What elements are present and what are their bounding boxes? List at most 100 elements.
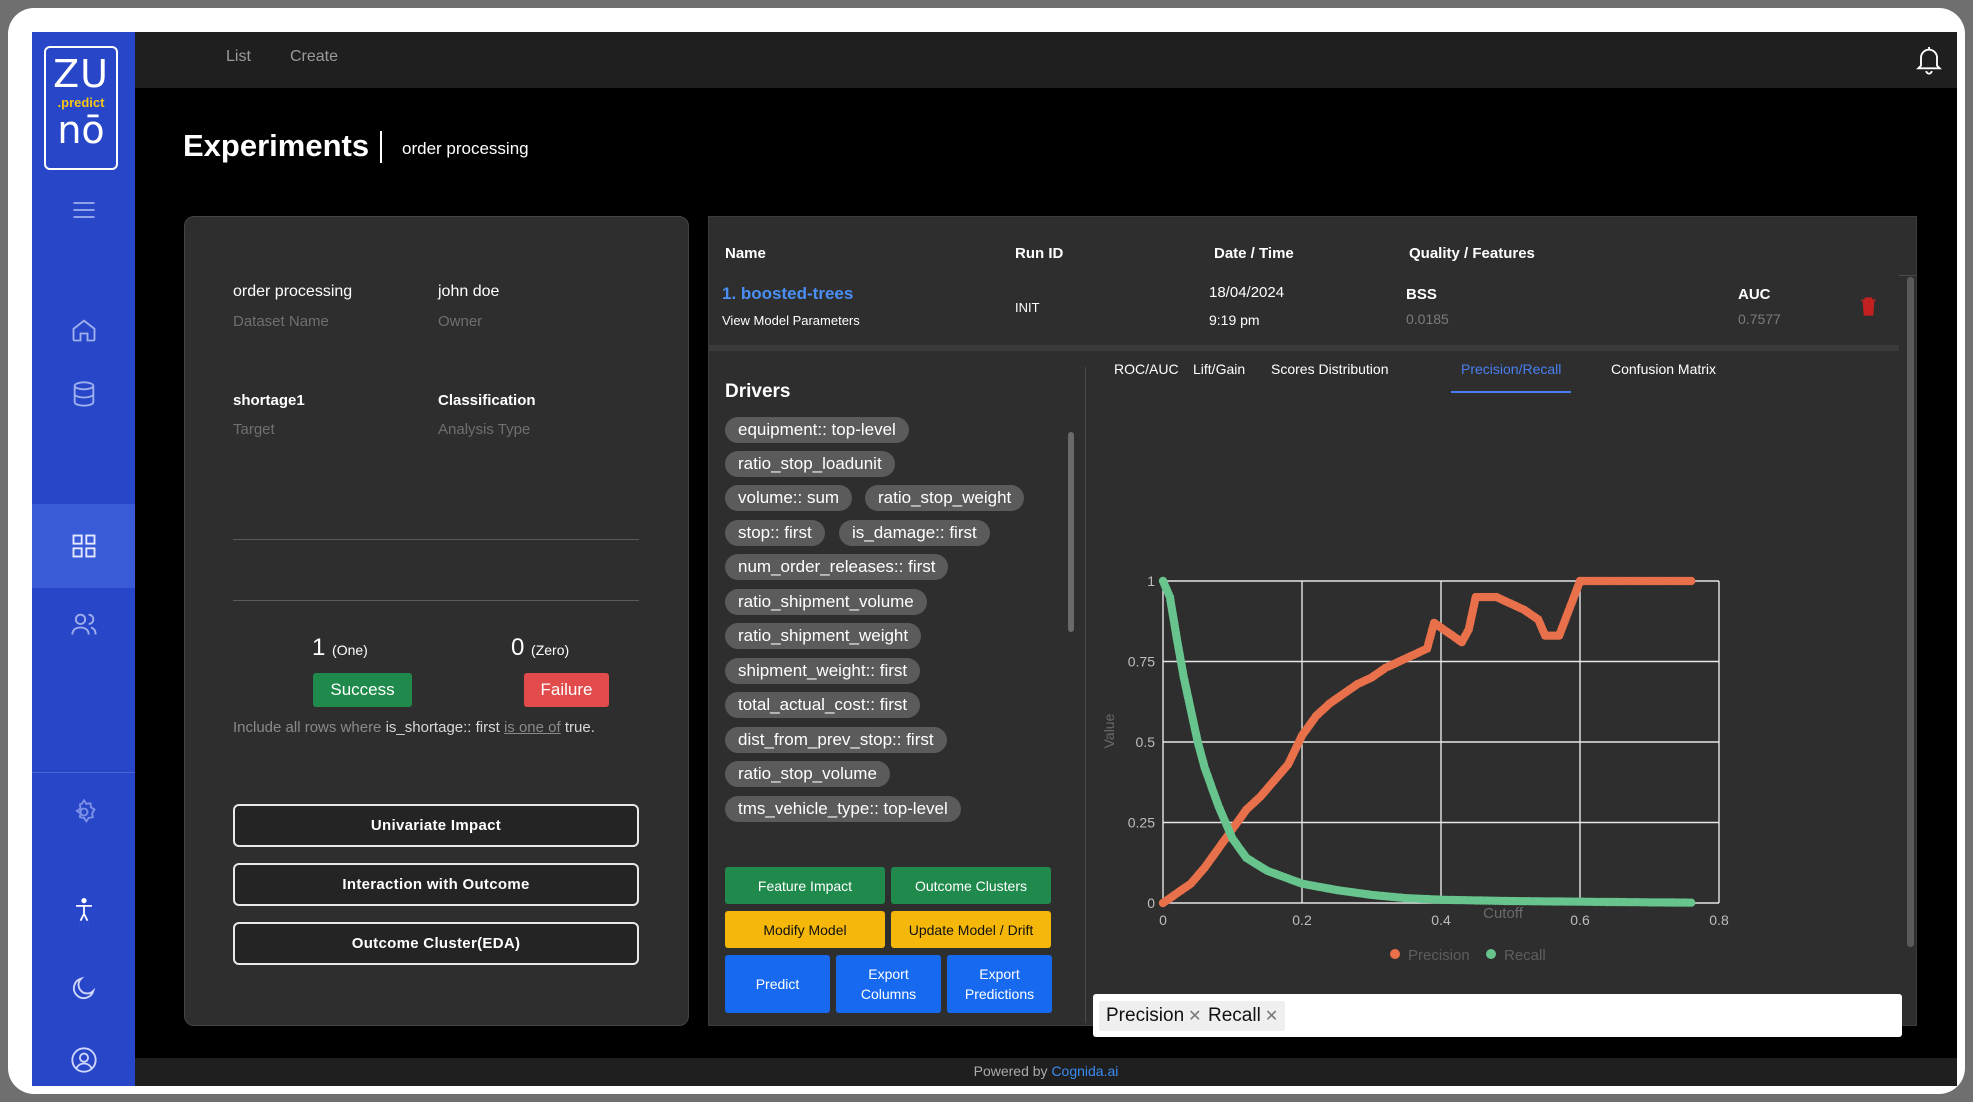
col-header-name: Name [725, 245, 766, 262]
driver-chip[interactable]: tms_vehicle_type:: top-level [725, 796, 961, 822]
bell-icon[interactable] [1913, 42, 1945, 76]
table-row[interactable]: 1. boosted-trees View Model Parameters I… [709, 275, 1899, 343]
footer-prefix: Powered by [973, 1063, 1052, 1079]
driver-chip[interactable]: num_order_releases:: first [725, 554, 949, 580]
legend-recall-label[interactable]: Recall [1504, 947, 1546, 964]
users-icon[interactable] [32, 592, 135, 656]
home-icon[interactable] [32, 298, 135, 362]
analysis-type-value: Classification [438, 392, 536, 409]
experiments-panel: Name Run ID Date / Time Quality / Featur… [708, 216, 1917, 1037]
filter-description: Include all rows where is_shortage:: fir… [233, 719, 595, 736]
logo-bottom: nō [57, 108, 105, 152]
export-columns-button[interactable]: Export Columns [836, 955, 941, 1013]
window-frame: ZU .predict nō [8, 8, 1965, 1094]
gear-icon[interactable] [32, 780, 135, 844]
x-axis-label: Cutoff [1483, 905, 1524, 922]
panel-scrollbar[interactable] [1907, 277, 1914, 947]
filter-prefix: Include all rows where [233, 719, 386, 736]
footer-link[interactable]: Cognida.ai [1051, 1063, 1119, 1079]
predict-button[interactable]: Predict [725, 955, 830, 1013]
legend-recall-swatch[interactable] [1486, 949, 1496, 959]
logo-mid: .predict [57, 95, 105, 110]
driver-chip[interactable]: shipment_weight:: first [725, 658, 921, 684]
export-predictions-button[interactable]: Export Predictions [947, 955, 1052, 1013]
tab-roc-auc[interactable]: ROC/AUC [1114, 361, 1179, 377]
grid-icon[interactable] [32, 504, 135, 588]
driver-chip[interactable]: ratio_stop_volume [725, 761, 890, 787]
bss-label: BSS [1406, 286, 1437, 303]
page-title: Experiments [183, 128, 370, 163]
sidebar-divider [32, 772, 135, 773]
tab-scores-distribution[interactable]: Scores Distribution [1271, 361, 1389, 377]
logo-top: ZU [53, 52, 109, 96]
divider [233, 600, 639, 601]
selected-tag-precision[interactable]: Precision ✕ [1099, 1001, 1209, 1031]
chart-point [1687, 898, 1696, 907]
top-bar: List Create [135, 32, 1957, 88]
bss-value: 0.0185 [1406, 311, 1449, 327]
driver-chip[interactable]: equipment:: top-level [725, 417, 909, 443]
series-multiselect[interactable]: Precision ✕ Recall ✕ [1093, 994, 1902, 1037]
tab-precision-recall[interactable]: Precision/Recall [1451, 361, 1572, 393]
selected-tag-recall[interactable]: Recall ✕ [1201, 1001, 1286, 1031]
driver-chip[interactable]: ratio_stop_loadunit [725, 451, 895, 477]
zuno-logo[interactable]: ZU .predict nō [44, 46, 118, 170]
univariate-impact-button[interactable]: Univariate Impact [233, 804, 639, 847]
driver-chip[interactable]: ratio_shipment_volume [725, 589, 927, 615]
driver-chip[interactable]: is_damage:: first [839, 520, 990, 546]
tab-confusion-matrix[interactable]: Confusion Matrix [1611, 361, 1717, 377]
menu-icon[interactable] [32, 178, 135, 242]
moon-icon[interactable] [32, 956, 135, 1020]
nav-list[interactable]: List [226, 48, 251, 65]
x-tick-label: 0.4 [1431, 912, 1451, 928]
col-header-run-id: Run ID [1015, 245, 1064, 262]
outcome-clusters-button[interactable]: Outcome Clusters [891, 867, 1051, 904]
modify-model-button[interactable]: Modify Model [725, 911, 885, 948]
account-icon[interactable] [32, 1028, 135, 1086]
x-tick-label: 0.6 [1570, 912, 1590, 928]
sidebar: ZU .predict nō [32, 32, 135, 1086]
recall-series [1158, 576, 1696, 907]
run-id: INIT [1015, 300, 1040, 315]
x-axis-ticks: 0 0.2 0.4 0.6 0.8 [1159, 912, 1729, 928]
driver-chip[interactable]: total_actual_cost:: first [725, 692, 921, 718]
run-date: 18/04/2024 [1209, 284, 1285, 301]
legend-precision-label[interactable]: Precision [1408, 947, 1470, 964]
outcome-cluster-button[interactable]: Outcome Cluster(EDA) [233, 922, 639, 965]
driver-chip[interactable]: dist_from_prev_stop:: first [725, 727, 947, 753]
y-tick-label: 1 [1147, 573, 1155, 589]
filter-field: is_shortage:: first [385, 719, 500, 736]
interaction-with-outcome-button[interactable]: Interaction with Outcome [233, 863, 639, 906]
driver-chip[interactable]: ratio_shipment_weight [725, 623, 922, 649]
nav-create[interactable]: Create [290, 48, 339, 65]
x-tick-label: 0 [1159, 912, 1167, 928]
zero-count: 0 (Zero) [511, 634, 570, 661]
model-name-link[interactable]: 1. boosted-trees [722, 284, 854, 303]
filter-operator[interactable]: is one of [503, 719, 561, 736]
y-axis-ticks: 0 0.25 0.5 0.75 1 [1128, 573, 1155, 911]
feature-impact-button[interactable]: Feature Impact [725, 867, 885, 904]
success-badge: Success [313, 673, 412, 707]
page-subtitle: order processing [402, 139, 529, 158]
tab-lift-gain[interactable]: Lift/Gain [1193, 361, 1246, 377]
driver-chip[interactable]: ratio_stop_weight [865, 485, 1025, 511]
auc-value: 0.7577 [1738, 311, 1781, 327]
target-value: shortage1 [233, 392, 305, 409]
app-root: ZU .predict nō [32, 32, 1957, 1086]
trash-icon[interactable] [1860, 297, 1877, 316]
chart-point [1687, 576, 1696, 586]
one-count: 1 (One) [312, 634, 368, 661]
database-icon[interactable] [32, 362, 135, 426]
accessibility-icon[interactable] [32, 872, 135, 952]
driver-chip[interactable]: stop:: first [725, 520, 825, 546]
view-model-parameters-link[interactable]: View Model Parameters [722, 313, 860, 328]
dataset-name-label: Dataset Name [233, 313, 329, 330]
update-model-drift-button[interactable]: Update Model / Drift [891, 911, 1051, 948]
drivers-title: Drivers [725, 381, 791, 402]
dataset-name-value: order processing [233, 283, 353, 300]
driver-chip[interactable]: volume:: sum [725, 485, 853, 511]
drivers-scrollbar[interactable] [1068, 432, 1074, 632]
col-header-quality: Quality / Features [1409, 245, 1535, 262]
y-tick-label: 0.75 [1128, 654, 1155, 670]
legend-precision-swatch[interactable] [1390, 949, 1400, 959]
